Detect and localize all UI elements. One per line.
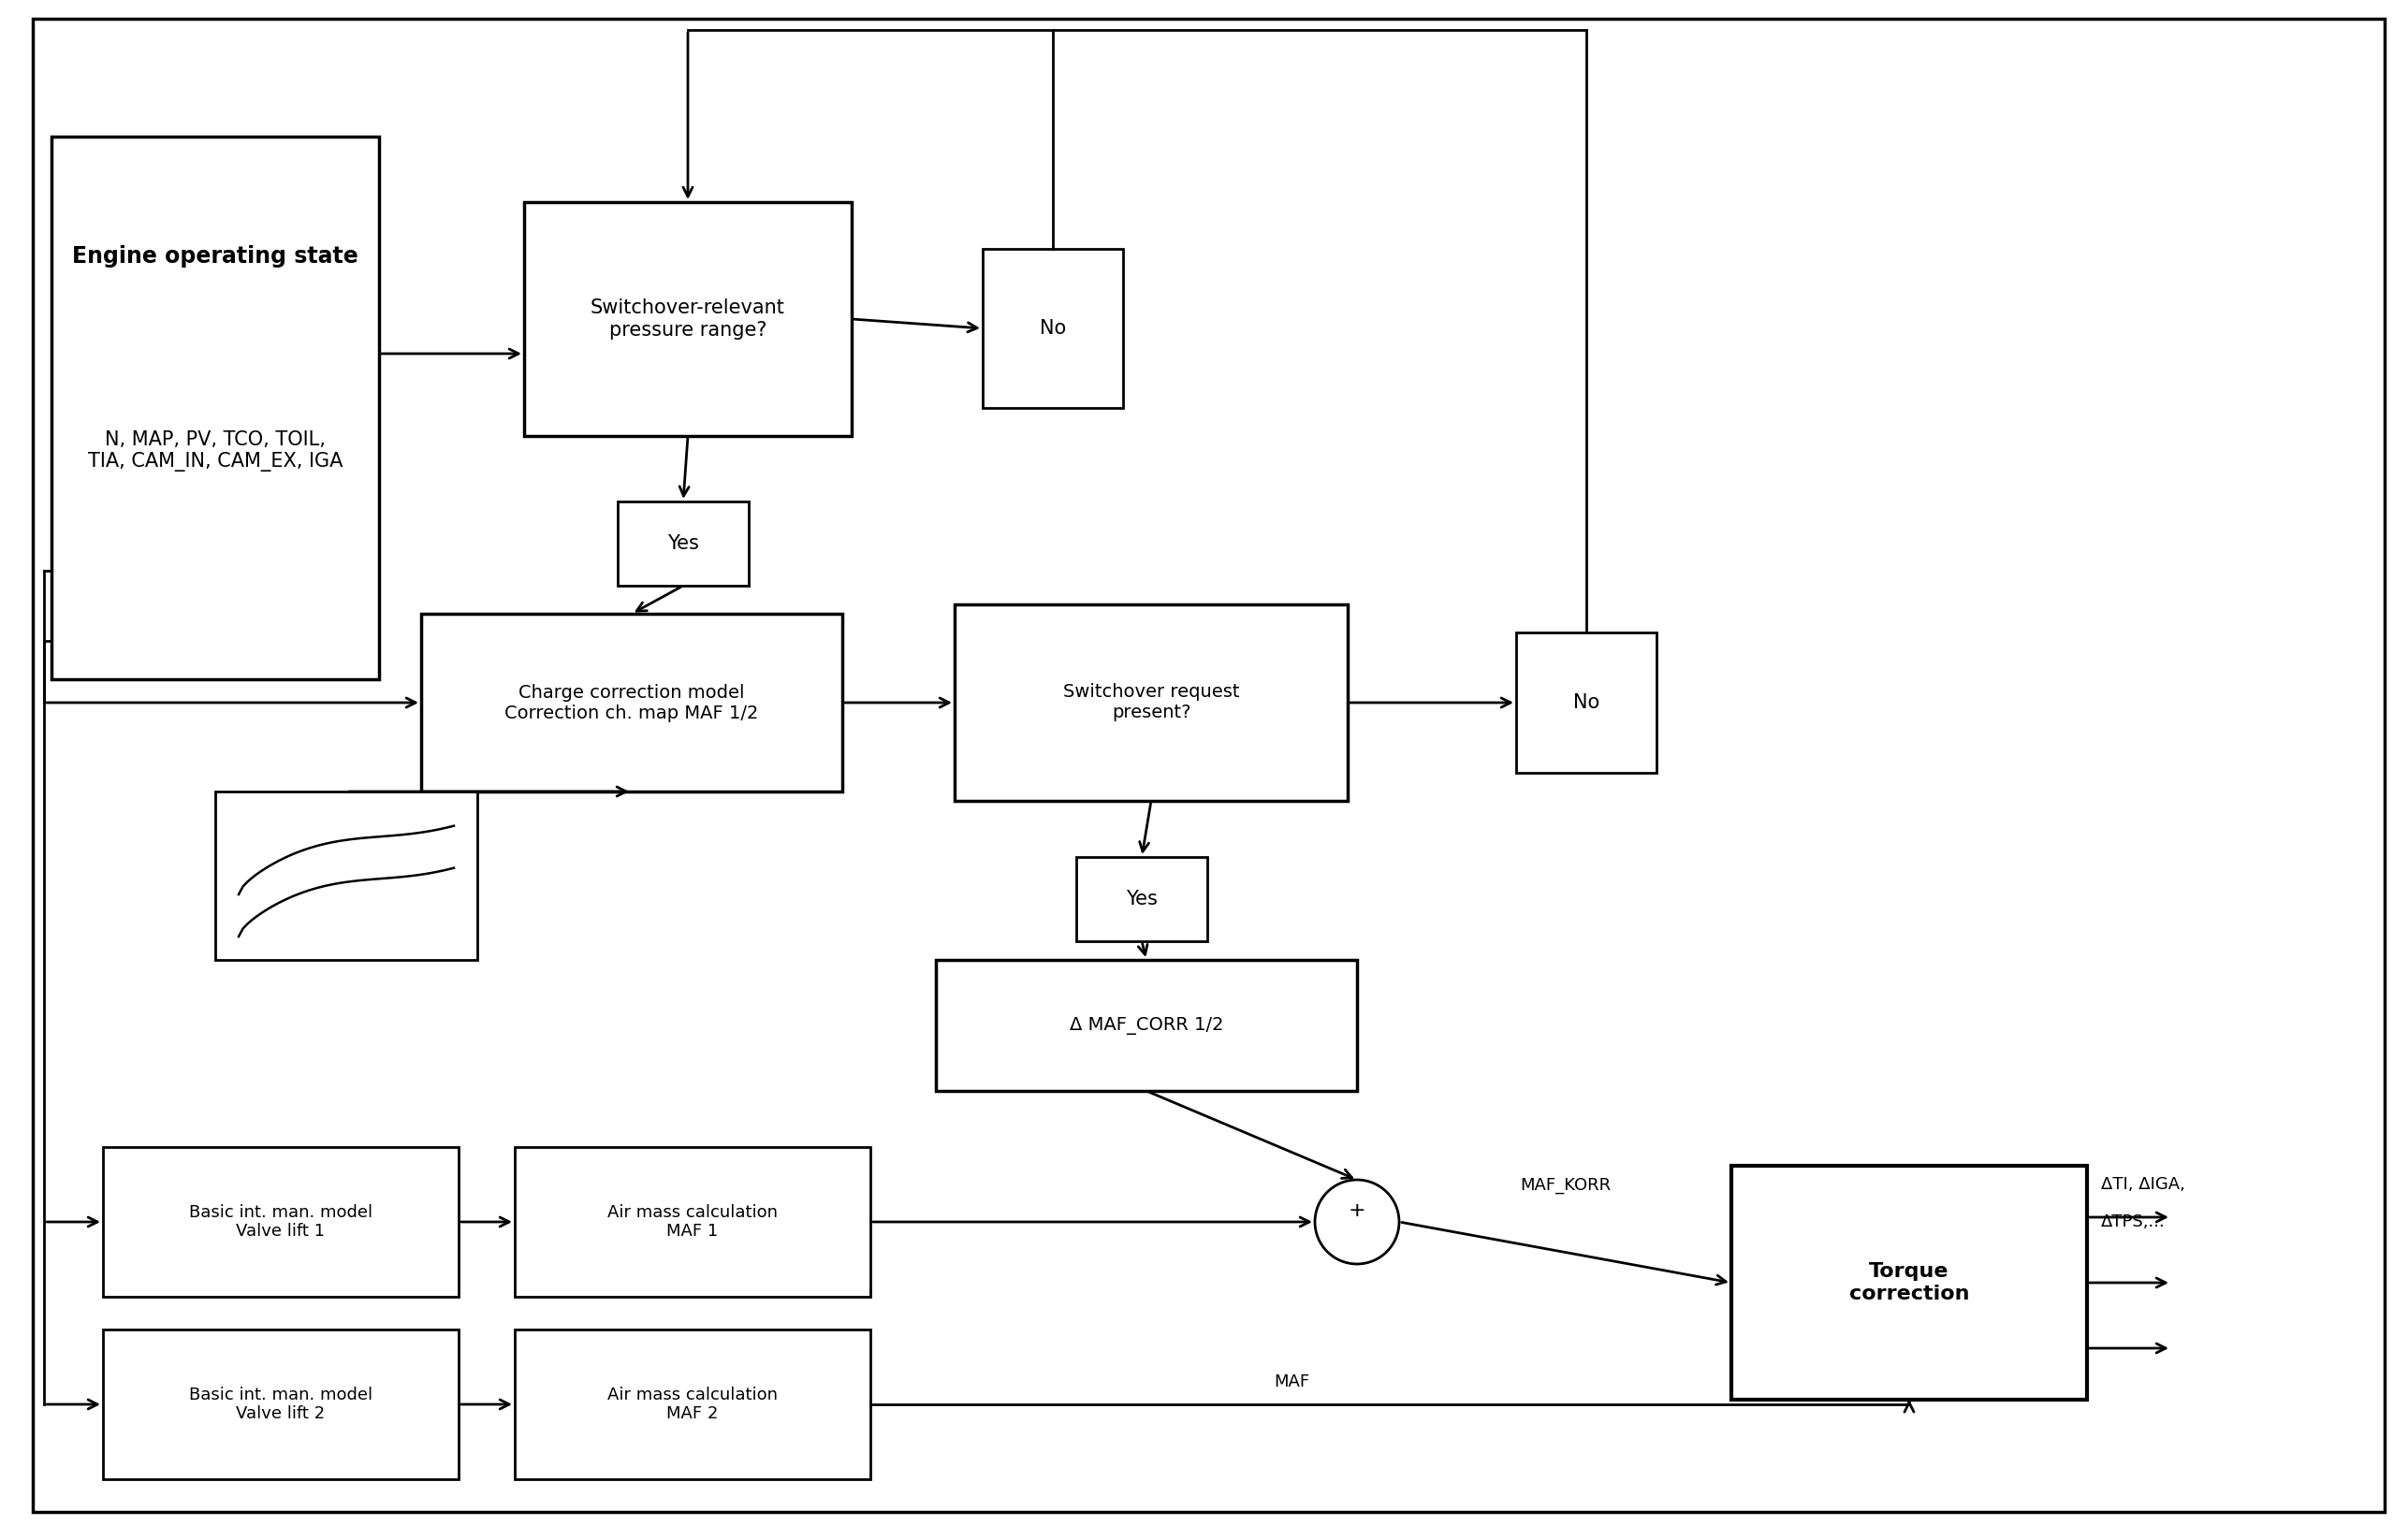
Text: Air mass calculation
MAF 2: Air mass calculation MAF 2	[607, 1386, 778, 1423]
Bar	[525, 202, 852, 436]
Circle shape	[1315, 1180, 1399, 1264]
Text: Basic int. man. model
Valve lift 2: Basic int. man. model Valve lift 2	[188, 1386, 373, 1423]
Bar	[104, 1329, 458, 1480]
Text: Basic int. man. model
Valve lift 1: Basic int. man. model Valve lift 1	[188, 1204, 373, 1240]
Bar	[1076, 858, 1206, 941]
Text: ΔTI, ΔIGA,: ΔTI, ΔIGA,	[2102, 1177, 2184, 1194]
Text: Air mass calculation
MAF 1: Air mass calculation MAF 1	[607, 1204, 778, 1240]
Text: +: +	[1348, 1201, 1365, 1220]
Text: Switchover-relevant
pressure range?: Switchover-relevant pressure range?	[590, 299, 785, 339]
Bar	[954, 604, 1348, 801]
Bar	[1731, 1166, 2088, 1400]
Text: Engine operating state: Engine operating state	[72, 245, 359, 268]
Bar	[421, 614, 843, 792]
Bar	[51, 137, 378, 679]
Bar	[214, 792, 477, 959]
Text: MAF_KORR: MAF_KORR	[1519, 1177, 1611, 1194]
Text: MAF: MAF	[1274, 1374, 1310, 1391]
Text: N, MAP, PV, TCO, TOIL,
TIA, CAM_IN, CAM_EX, IGA: N, MAP, PV, TCO, TOIL, TIA, CAM_IN, CAM_…	[87, 431, 342, 473]
Bar	[619, 502, 749, 585]
Text: Switchover request
present?: Switchover request present?	[1062, 684, 1240, 722]
Text: Yes: Yes	[667, 534, 698, 553]
Bar	[1517, 633, 1657, 773]
Text: Torque
correction: Torque correction	[1849, 1263, 1970, 1303]
Text: ΔTPS,...: ΔTPS,...	[2102, 1214, 2165, 1230]
Bar	[937, 959, 1358, 1090]
Text: Yes: Yes	[1127, 890, 1158, 909]
Text: No: No	[1040, 319, 1067, 337]
Bar	[515, 1147, 869, 1297]
Bar	[515, 1329, 869, 1480]
Text: Δ MAF_CORR 1/2: Δ MAF_CORR 1/2	[1069, 1016, 1223, 1035]
Bar	[982, 249, 1122, 408]
Text: No: No	[1572, 693, 1599, 711]
Text: Charge correction model
Correction ch. map MAF 1/2: Charge correction model Correction ch. m…	[506, 684, 759, 722]
Bar	[104, 1147, 458, 1297]
